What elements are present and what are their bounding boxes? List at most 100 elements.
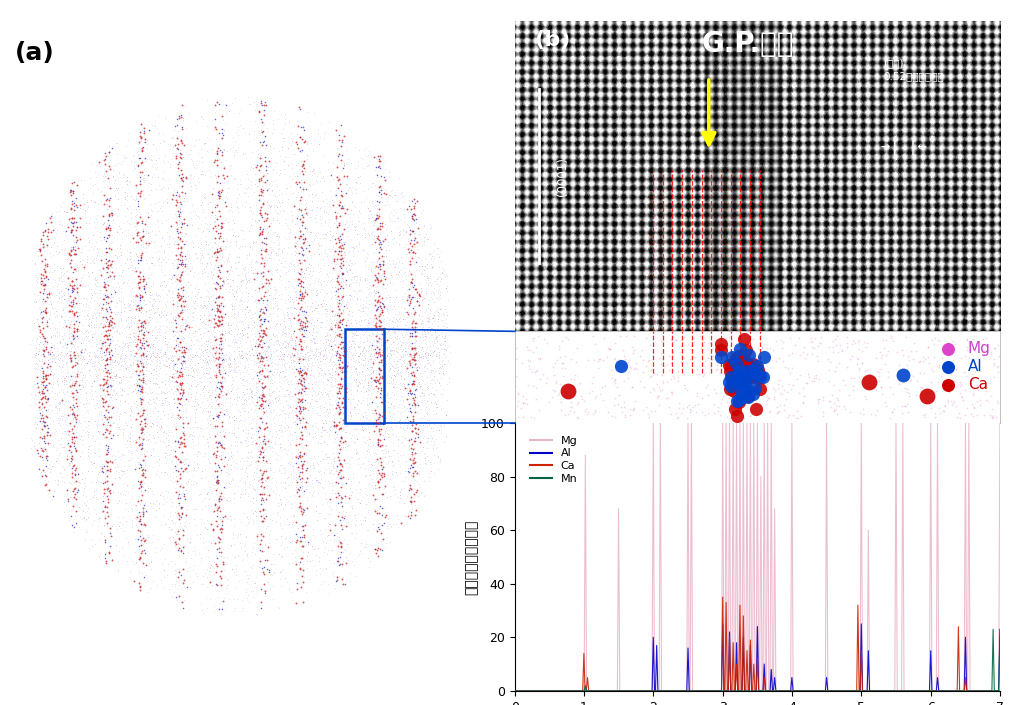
Point [67, 309, 83, 321]
Point [288, 295, 304, 306]
Point [346, 342, 363, 353]
Point [378, 346, 394, 357]
Point [262, 404, 278, 415]
Point [186, 170, 202, 181]
Point [189, 458, 205, 470]
Point [64, 212, 80, 223]
Point [80, 310, 96, 321]
Point [175, 358, 191, 369]
Point [260, 576, 276, 587]
Point [670, 411, 686, 422]
Point [31, 337, 47, 348]
Point [29, 332, 45, 343]
Point [351, 395, 368, 406]
Point [356, 222, 372, 233]
Point [35, 367, 52, 379]
Point [298, 314, 314, 325]
Point [301, 268, 317, 279]
Point [361, 183, 377, 195]
Point [155, 319, 171, 330]
Point [299, 209, 315, 220]
Point [279, 448, 295, 460]
Point [318, 343, 334, 354]
Point [96, 429, 112, 440]
Point [273, 371, 289, 382]
Point [383, 398, 399, 409]
Point [61, 505, 77, 517]
Point [36, 381, 53, 393]
Point [323, 341, 339, 352]
Point [366, 216, 382, 228]
Point [366, 230, 382, 241]
Point [167, 526, 183, 537]
Point [666, 347, 682, 358]
Point [265, 302, 281, 314]
Point [247, 298, 264, 309]
Point [326, 417, 342, 428]
Point [331, 241, 347, 252]
Point [373, 388, 389, 399]
Point [700, 337, 716, 348]
Point [325, 343, 341, 354]
Point [211, 436, 227, 448]
Point [121, 304, 137, 315]
Point [211, 410, 227, 421]
Point [970, 410, 986, 421]
Point [174, 259, 190, 270]
Point [211, 305, 227, 317]
Point [335, 305, 351, 316]
Point [377, 426, 393, 437]
Point [72, 278, 88, 290]
Point [71, 467, 87, 479]
Point [40, 458, 57, 470]
Point [235, 398, 251, 409]
Point [129, 355, 145, 366]
Point [325, 566, 341, 577]
Point [270, 303, 286, 314]
Point [156, 510, 172, 521]
Point [393, 339, 409, 350]
Point [70, 403, 86, 414]
Point [101, 176, 117, 188]
Point [246, 284, 263, 295]
Point [411, 355, 427, 367]
Point [351, 171, 368, 182]
Point [246, 187, 263, 198]
Point [225, 230, 241, 241]
Point [134, 386, 150, 398]
Point [134, 526, 150, 537]
Point [432, 273, 448, 284]
Point [104, 272, 120, 283]
Point [147, 413, 164, 424]
Point [133, 386, 149, 397]
Point [403, 293, 419, 305]
Point [328, 476, 344, 487]
Point [36, 264, 53, 276]
Point [77, 372, 93, 383]
Point [391, 332, 407, 343]
Point [383, 522, 399, 533]
Point [330, 497, 346, 508]
Point [287, 302, 303, 314]
Point [175, 576, 191, 587]
Point [986, 372, 1002, 383]
Point [158, 339, 174, 350]
Point [267, 190, 283, 202]
Point [188, 231, 204, 242]
Point [230, 121, 246, 133]
Point [346, 343, 363, 355]
Point [128, 237, 144, 248]
Point [251, 353, 268, 364]
Point [324, 290, 340, 302]
Point [136, 361, 153, 372]
Point [385, 257, 401, 269]
Point [358, 470, 374, 481]
Point [131, 543, 147, 554]
Point [328, 189, 344, 200]
Point [152, 345, 168, 356]
Point [306, 275, 322, 286]
Point [338, 344, 355, 355]
Point [349, 458, 366, 470]
Point [342, 264, 359, 276]
Point [798, 378, 814, 389]
